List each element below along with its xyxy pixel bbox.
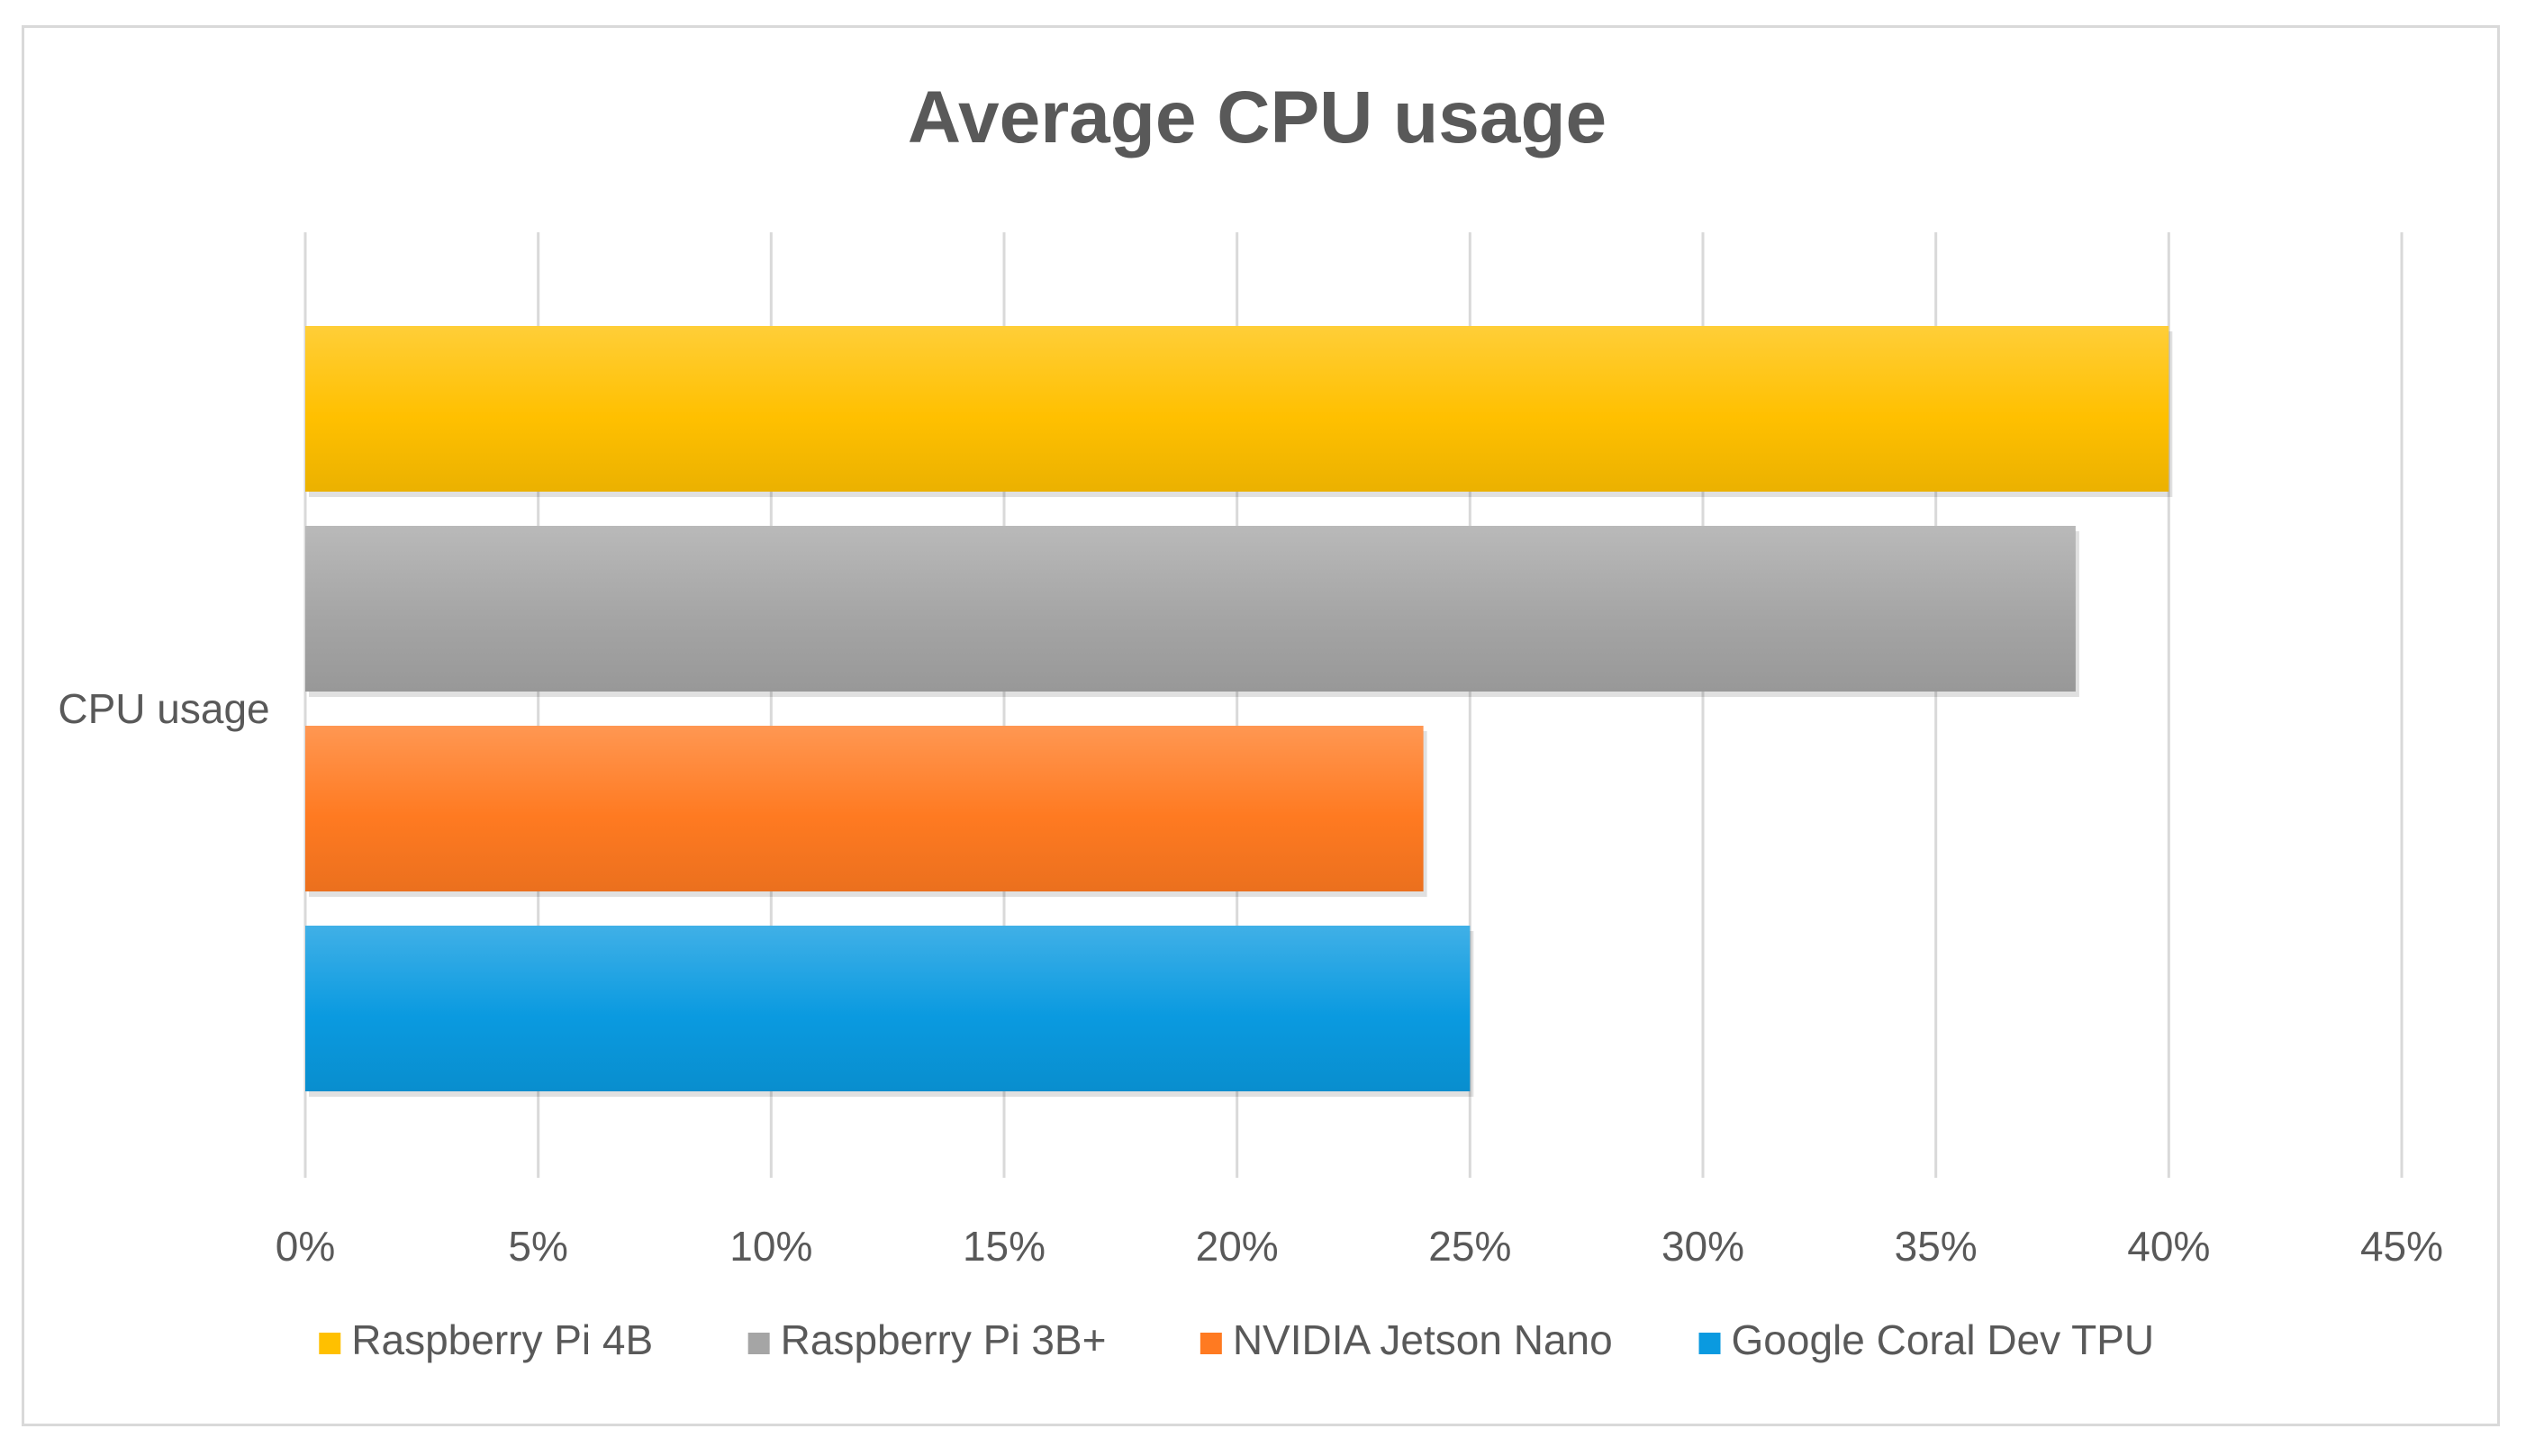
bar-nvidia-jetson-nano [305,726,1424,891]
legend-item-google-coral-dev-tpu: Google Coral Dev TPU [1698,1316,2155,1363]
bar-google-coral-dev-tpu [305,926,1471,1091]
x-tick-label: 20% [1196,1223,1279,1270]
category-label: CPU usage [58,685,269,732]
legend-swatch [1200,1333,1222,1354]
legend-label: NVIDIA Jetson Nano [1233,1316,1613,1363]
x-tick-label: 35% [1895,1223,1978,1270]
x-tick-label: 10% [729,1223,812,1270]
chart-title: Average CPU usage [908,77,1607,158]
legend: Raspberry Pi 4B Raspberry Pi 3B+ NVIDIA Je… [319,1316,2154,1363]
x-tick-label: 30% [1661,1223,1744,1270]
x-tick-label: 5% [508,1223,567,1270]
legend-swatch [1698,1333,1721,1354]
legend-item-nvidia-jetson-nano: NVIDIA Jetson Nano [1200,1316,1613,1363]
x-tick-label: 45% [2360,1223,2443,1270]
x-tick-label: 0% [276,1223,335,1270]
legend-label: Raspberry Pi 3B+ [781,1316,1107,1363]
x-tick-label: 15% [963,1223,1046,1270]
bars [305,326,2173,1097]
x-tick-label: 40% [2127,1223,2210,1270]
x-axis-tick-labels: 0% 5% 10% 15% 20% 25% 30% 35% 40% 45% [276,1223,2443,1270]
legend-swatch [319,1333,341,1354]
x-tick-label: 25% [1428,1223,1511,1270]
bar-raspberry-pi-3b [305,526,2076,692]
legend-swatch [747,1333,770,1354]
legend-label: Raspberry Pi 4B [351,1316,653,1363]
legend-item-raspberry-pi-3b: Raspberry Pi 3B+ [747,1316,1107,1363]
legend-label: Google Coral Dev TPU [1732,1316,2155,1363]
category-labels: CPU usage [58,685,269,732]
legend-item-raspberry-pi-4b: Raspberry Pi 4B [319,1316,653,1363]
bar-raspberry-pi-4b [305,326,2169,492]
